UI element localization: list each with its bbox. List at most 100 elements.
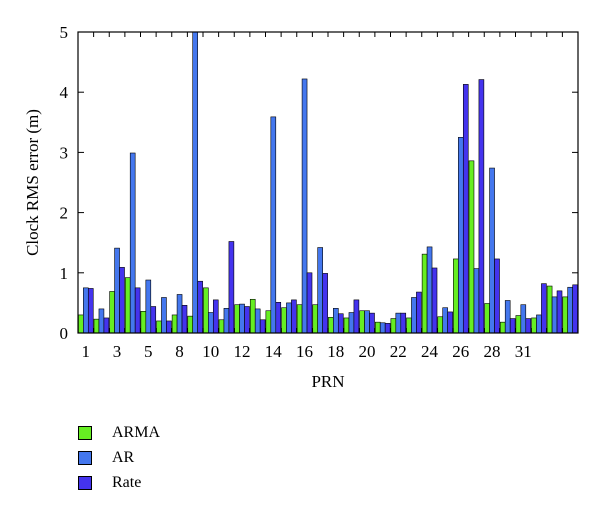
- x-tick-label: 28: [484, 342, 501, 361]
- bar-ar-prn-8: [192, 31, 198, 334]
- y-axis-label: Clock RMS error (m): [23, 109, 42, 256]
- bar-rate-prn-4: [134, 287, 141, 334]
- y-tick-label: 2: [60, 204, 69, 223]
- bar-ar-prn-16: [317, 247, 323, 334]
- bar-rate-prn-15: [306, 272, 313, 334]
- bar-ar-prn-32: [567, 286, 573, 334]
- bar-ar-prn-10: [223, 308, 230, 334]
- x-tick-label: 26: [452, 342, 469, 361]
- bar-ar-prn-21: [395, 312, 402, 334]
- y-tick-label: 4: [60, 83, 69, 102]
- bar-rate-prn-24: [447, 311, 453, 334]
- bar-ar-prn-2: [98, 308, 105, 334]
- bar-rate-prn-12: [259, 319, 266, 334]
- bar-arma-prn-14: [281, 307, 287, 334]
- legend-label-ar: AR: [112, 448, 135, 466]
- bar-rate-prn-29: [525, 318, 532, 334]
- bar-rate-prn-32: [572, 284, 578, 334]
- x-tick-label: 8: [175, 342, 184, 361]
- x-tick-label: 31: [515, 342, 532, 361]
- bar-rate-prn-3: [119, 267, 125, 334]
- x-tick-label: 20: [359, 342, 376, 361]
- x-tick-label: 5: [144, 342, 153, 361]
- x-tick-label: 18: [327, 342, 344, 361]
- x-tick-label: 3: [113, 342, 122, 361]
- plot-frame: [77, 31, 579, 334]
- bar-arma-prn-25: [453, 258, 459, 334]
- bar-rate-prn-7: [181, 305, 188, 334]
- bar-arma-prn-16: [312, 304, 319, 334]
- bar-arma-prn-31: [546, 285, 553, 334]
- legend-label-rate: Rate: [112, 473, 142, 491]
- bar-arma-prn-15: [296, 304, 303, 334]
- bar-arma-prn-20: [374, 321, 381, 334]
- bar-rate-prn-5: [150, 306, 157, 334]
- bar-ar-prn-6: [161, 297, 167, 334]
- bar-rate-prn-18: [353, 299, 360, 334]
- y-tick-label: 1: [60, 264, 69, 283]
- bar-rate-prn-1: [87, 288, 94, 334]
- bar-ar-prn-14: [286, 302, 292, 334]
- bar-arma-prn-4: [124, 277, 131, 334]
- bar-ar-prn-24: [442, 307, 448, 334]
- bar-ar-prn-18: [348, 312, 355, 334]
- legend-swatch-rate: [78, 475, 92, 490]
- legend-item-rate: Rate: [78, 470, 160, 495]
- bar-ar-prn-7: [176, 294, 183, 334]
- bar-ar-prn-5: [145, 279, 152, 334]
- bar-ar-prn-29: [520, 304, 527, 334]
- bar-ar-prn-26: [473, 268, 480, 334]
- bar-ar-prn-20: [379, 322, 386, 334]
- bar-arma-prn-17: [328, 317, 334, 334]
- x-tick-label: 1: [82, 342, 91, 361]
- bar-rate-prn-14: [291, 299, 297, 334]
- x-tick-label: 22: [390, 342, 407, 361]
- bar-arma-prn-10: [218, 319, 225, 334]
- bar-arma-prn-13: [265, 310, 272, 334]
- x-tick-label: 14: [265, 342, 283, 361]
- x-tick-label: 10: [202, 342, 219, 361]
- bar-rate-prn-30: [541, 283, 547, 334]
- bar-rate-prn-6: [166, 320, 172, 334]
- bar-ar-prn-25: [458, 137, 464, 334]
- bar-arma-prn-22: [406, 317, 412, 334]
- bar-rate-prn-8: [197, 280, 203, 334]
- bar-rate-prn-26: [478, 79, 485, 334]
- bar-rate-prn-9: [212, 299, 219, 334]
- bar-rate-prn-11: [244, 306, 250, 334]
- bar-ar-prn-12: [254, 308, 261, 334]
- y-tick-label: 0: [60, 324, 69, 343]
- bar-arma-prn-23: [421, 253, 428, 334]
- bar-ar-prn-9: [208, 312, 214, 334]
- x-tick-label: 24: [421, 342, 439, 361]
- bar-ar-prn-27: [489, 167, 495, 334]
- legend-item-ar: AR: [78, 445, 160, 470]
- bar-rate-prn-22: [416, 291, 422, 334]
- bar-rate-prn-17: [337, 313, 344, 334]
- bar-arma-prn-7: [171, 314, 178, 334]
- bar-ar-prn-28: [504, 300, 511, 334]
- bar-arma-prn-9: [203, 287, 209, 334]
- bar-ar-prn-4: [129, 152, 136, 334]
- legend: ARMA AR Rate: [78, 420, 160, 495]
- bar-arma-prn-19: [359, 310, 365, 334]
- bar-arma-prn-2: [93, 318, 100, 334]
- x-axis: 1 3 5 8 10 12 14 16 18 20 22 24 26 28 31: [77, 32, 579, 361]
- bar-arma-prn-24: [437, 316, 444, 334]
- legend-label-arma: ARMA: [112, 423, 161, 441]
- x-axis-label: PRN: [311, 372, 344, 391]
- bar-ar-prn-23: [426, 246, 433, 334]
- bar-arma-prn-3: [109, 291, 115, 334]
- bar-rate-prn-13: [275, 301, 282, 334]
- bar-arma-prn-29: [515, 315, 522, 334]
- bar-arma-prn-1: [78, 314, 84, 334]
- x-tick-label: 16: [296, 342, 313, 361]
- bar-rate-prn-20: [384, 323, 391, 334]
- bar-arma-prn-18: [343, 317, 350, 334]
- bar-arma-prn-8: [187, 315, 194, 334]
- bars-group: [78, 31, 578, 334]
- x-tick-label: 12: [234, 342, 251, 361]
- bar-ar-prn-17: [333, 308, 339, 334]
- bar-ar-prn-15: [301, 78, 308, 334]
